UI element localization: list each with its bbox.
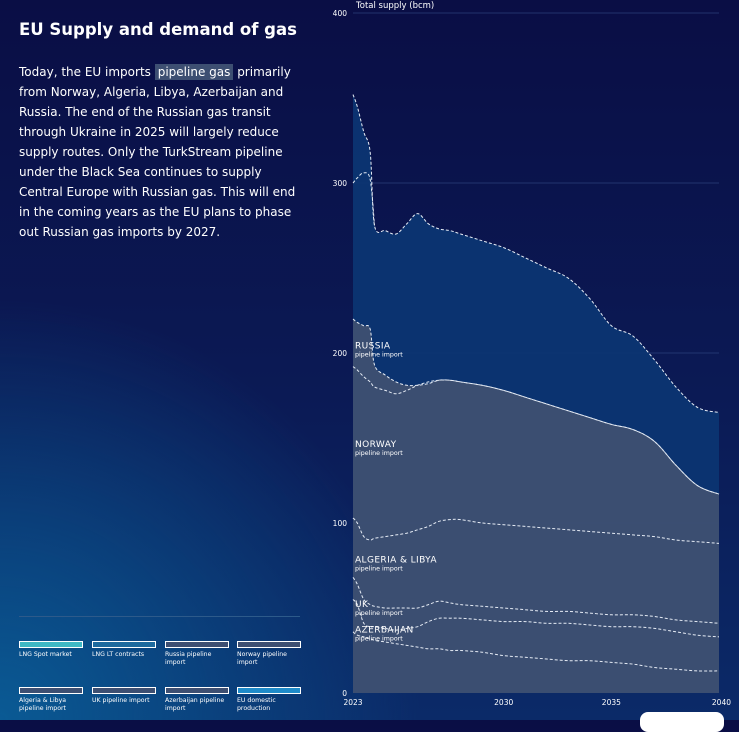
x-tick-label: 2035 bbox=[602, 698, 621, 707]
legend-label: Russia pipeline import bbox=[165, 651, 212, 666]
y-tick-label: 100 bbox=[333, 519, 348, 528]
legend-swatch bbox=[92, 641, 156, 648]
series-sublabel: pipeline import bbox=[355, 610, 403, 617]
legend-item-norway[interactable]: Norway pipeline import bbox=[237, 641, 301, 666]
intro-paragraph: Today, the EU imports pipeline gas prima… bbox=[19, 62, 309, 242]
legend-label: EU domestic production bbox=[237, 697, 276, 712]
pipeline-gas-highlight[interactable]: pipeline gas bbox=[154, 64, 234, 80]
legend-label: LNG LT contracts bbox=[92, 651, 145, 658]
legend-item-lng-lt[interactable]: LNG LT contracts bbox=[92, 641, 156, 659]
series-label-norway: NORWAY bbox=[355, 440, 397, 450]
y-tick-label: 400 bbox=[333, 9, 348, 18]
legend-label: UK pipeline import bbox=[92, 697, 150, 704]
page-title: EU Supply and demand of gas bbox=[19, 20, 297, 39]
legend-item-lng-spot[interactable]: LNG Spot market bbox=[19, 641, 83, 659]
y-axis-title: Total supply (bcm) bbox=[355, 1, 434, 11]
series-sublabel: pipeline import bbox=[355, 450, 403, 457]
legend-item-uk[interactable]: UK pipeline import bbox=[92, 687, 156, 705]
legend-swatch bbox=[19, 641, 83, 648]
line-russia bbox=[352, 318, 720, 495]
y-tick-label: 0 bbox=[342, 689, 347, 698]
legend-item-russia[interactable]: Russia pipeline import bbox=[165, 641, 229, 666]
legend-swatch bbox=[237, 687, 301, 694]
legend-swatch bbox=[19, 687, 83, 694]
line-domestic-production bbox=[352, 631, 720, 672]
y-tick-label: 200 bbox=[333, 349, 348, 358]
y-tick-label: 300 bbox=[333, 179, 348, 188]
line-algeria-libya bbox=[352, 517, 720, 544]
series-sublabel: pipeline import bbox=[355, 566, 403, 573]
legend-swatch bbox=[165, 687, 229, 694]
corner-button[interactable] bbox=[640, 712, 724, 732]
legend-item-algeria-libya[interactable]: Algeria & Libya pipeline import bbox=[19, 687, 83, 712]
series-label-uk: UK bbox=[355, 600, 369, 610]
intro-text-after: primarily from Norway, Algeria, Libya, A… bbox=[19, 65, 296, 239]
legend-swatch bbox=[92, 687, 156, 694]
series-label-azerbaijan: AZERBAIJAN bbox=[355, 625, 414, 635]
divider bbox=[19, 616, 300, 617]
legend-label: LNG Spot market bbox=[19, 651, 72, 658]
series-label-algeria-libya: ALGERIA & LIBYA bbox=[355, 556, 437, 566]
series-sublabel: pipeline import bbox=[355, 635, 403, 642]
legend-label: Azerbaijan pipeline import bbox=[165, 697, 225, 712]
legend-swatch bbox=[237, 641, 301, 648]
legend-label: Norway pipeline import bbox=[237, 651, 287, 666]
series-sublabel: pipeline import bbox=[355, 352, 403, 359]
line-uk bbox=[352, 577, 720, 624]
x-tick-label: 2030 bbox=[494, 698, 513, 707]
left-panel: EU Supply and demand of gas Today, the E… bbox=[0, 0, 320, 720]
line-azerbaijan bbox=[352, 599, 720, 638]
legend-swatch bbox=[165, 641, 229, 648]
area-pipeline-imports bbox=[353, 319, 719, 693]
line-total-variant bbox=[352, 172, 375, 226]
legend-item-eu-domestic[interactable]: EU domestic production bbox=[237, 687, 301, 712]
x-tick-label: 2040 bbox=[712, 698, 731, 707]
intro-text-before: Today, the EU imports bbox=[19, 65, 155, 79]
legend-item-azerbaijan[interactable]: Azerbaijan pipeline import bbox=[165, 687, 229, 712]
x-tick-label: 2023 bbox=[343, 698, 362, 707]
legend-label: Algeria & Libya pipeline import bbox=[19, 697, 67, 712]
line-total-supply bbox=[352, 94, 720, 413]
series-label-russia: RUSSIA bbox=[355, 342, 391, 352]
